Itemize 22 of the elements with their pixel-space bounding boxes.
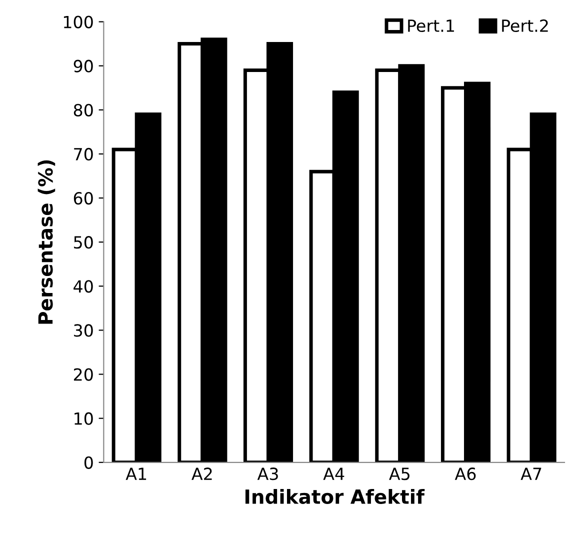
x-tick-label: A2 bbox=[192, 468, 212, 480]
y-axis-title: Persentase (%) bbox=[38, 160, 56, 324]
x-tick-label: A4 bbox=[323, 468, 344, 480]
y-tick-label: 100 bbox=[64, 16, 93, 28]
y-tick-label: 0 bbox=[84, 456, 93, 469]
y-tick-label: 60 bbox=[74, 192, 93, 205]
y-tick-label: 20 bbox=[74, 368, 93, 381]
x-tick-label: A1 bbox=[126, 468, 146, 480]
y-tick-label: 10 bbox=[74, 412, 93, 425]
y-tick-label: 30 bbox=[74, 324, 93, 337]
x-tick-label: A5 bbox=[389, 468, 410, 480]
legend-label: Pert.1 bbox=[408, 20, 454, 32]
y-tick-label: 90 bbox=[74, 60, 93, 72]
x-tick-label: A6 bbox=[454, 468, 476, 480]
legend-label: Pert.2 bbox=[502, 19, 548, 32]
y-tick-label: 50 bbox=[74, 236, 93, 249]
x-axis-title: Indikator Afektif bbox=[245, 488, 425, 504]
y-tick-label: 40 bbox=[74, 280, 93, 293]
y-tick-label: 80 bbox=[74, 104, 93, 116]
y-tick-label: 70 bbox=[74, 148, 93, 161]
x-tick-label: A3 bbox=[257, 468, 278, 480]
x-tick-label: A7 bbox=[520, 468, 542, 480]
